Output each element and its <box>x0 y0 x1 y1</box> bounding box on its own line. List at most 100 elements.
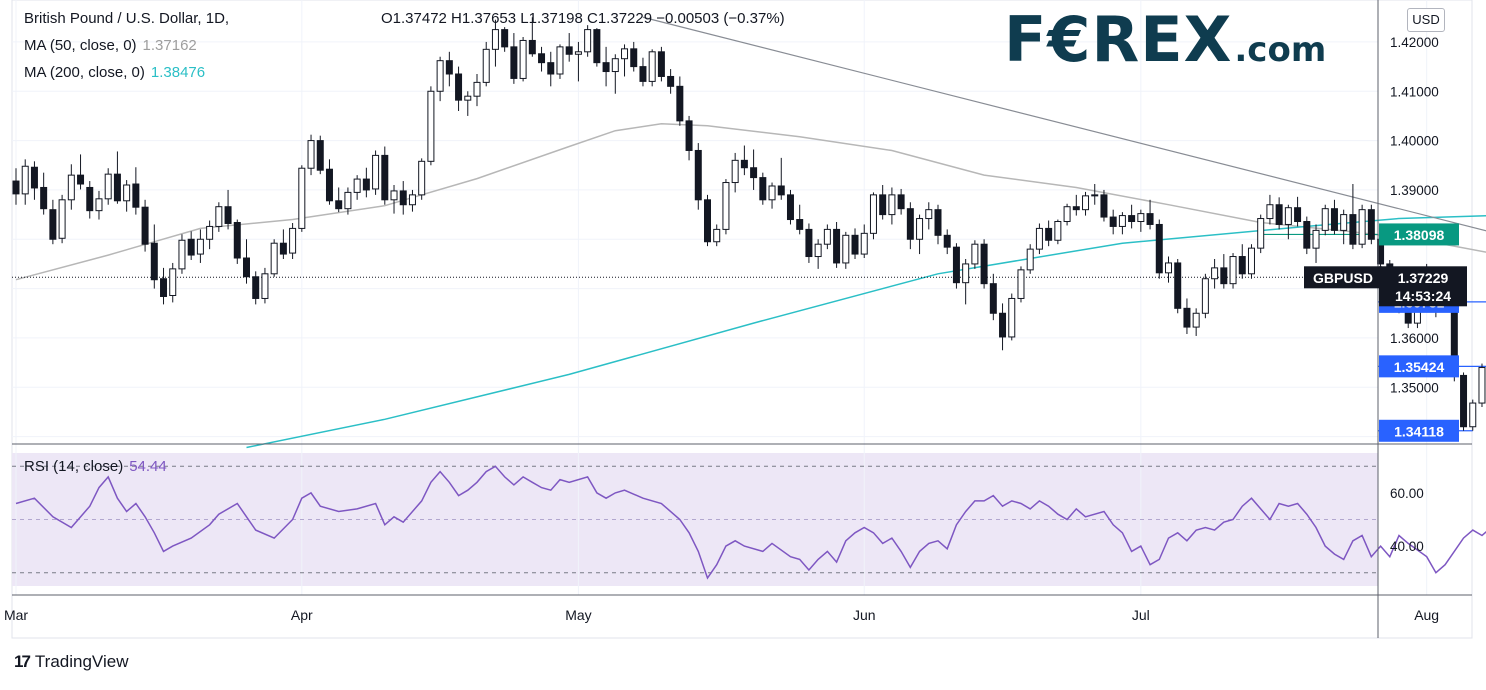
candle-body <box>547 62 555 75</box>
logo-main: F€REX <box>1004 3 1233 76</box>
candle-body <box>1082 195 1090 211</box>
candle-body <box>445 60 453 75</box>
candle-body <box>1340 214 1348 231</box>
candle-body <box>630 48 638 68</box>
candle-body <box>482 48 490 83</box>
candle-body <box>298 167 306 229</box>
time-tick-label: May <box>565 607 591 623</box>
candle-body <box>123 184 131 202</box>
candle-body <box>86 186 94 212</box>
candle-body <box>639 66 647 82</box>
symbol-tag <box>1304 266 1382 289</box>
candle-body <box>1349 214 1357 245</box>
candle-body <box>952 246 960 284</box>
candle-body <box>1017 269 1025 299</box>
price-tick-label: 1.40000 <box>1390 134 1439 149</box>
candle-body <box>897 194 905 210</box>
candle-body <box>989 283 997 314</box>
candle-body <box>943 234 951 248</box>
symbol-tag-label: GBPUSD <box>1313 270 1373 286</box>
candle-body <box>344 191 352 210</box>
candle-body <box>77 174 85 185</box>
candle-body <box>814 243 822 258</box>
level-price-label: 1.35424 <box>1394 359 1445 375</box>
price-tick-label: 1.41000 <box>1390 84 1439 99</box>
candle-body <box>1063 206 1071 223</box>
candle-body <box>648 51 656 82</box>
candle-body <box>1128 215 1136 223</box>
candle-body <box>750 167 758 179</box>
symbol-title[interactable]: British Pound / U.S. Dollar, 1D, <box>24 10 230 27</box>
candle-body <box>1247 247 1255 275</box>
candle-body <box>279 242 287 255</box>
candle-body <box>1091 194 1099 197</box>
candle-body <box>869 194 877 234</box>
candle-body <box>925 209 933 220</box>
candle-body <box>372 154 380 190</box>
candle-body <box>906 208 914 240</box>
ma200-label: MA (200, close, 0) <box>24 64 145 81</box>
candle-body <box>611 58 619 73</box>
tradingview-brand[interactable]: 17 TradingView <box>14 652 128 672</box>
candle-body <box>178 239 186 270</box>
logo-suffix: .com <box>1234 30 1327 70</box>
candle-body <box>916 218 924 240</box>
candle-body <box>694 149 702 201</box>
currency-button[interactable]: USD <box>1407 8 1445 32</box>
candle-body <box>1303 221 1311 249</box>
candle-body <box>584 29 592 53</box>
ma200-legend[interactable]: MA (200, close, 0) 1.38476 <box>24 64 205 81</box>
candle-body <box>538 53 546 64</box>
level-price-tag <box>1379 419 1459 442</box>
rsi-pane <box>12 465 1486 580</box>
candles <box>12 17 1486 431</box>
ma50-value: 1.37162 <box>142 37 197 54</box>
candle-body <box>1284 207 1292 225</box>
candle-body <box>1330 208 1338 231</box>
candle-body <box>805 228 813 258</box>
candle-body <box>104 173 112 200</box>
candle-body <box>1165 262 1172 274</box>
candle-body <box>501 29 509 48</box>
candle-body <box>58 199 66 239</box>
candle-body <box>1174 262 1182 309</box>
candle-body <box>243 257 250 278</box>
candle-body <box>1238 256 1246 275</box>
candle-body <box>233 221 241 259</box>
candle-body <box>1146 213 1154 225</box>
candle-body <box>381 154 389 201</box>
candle-body <box>12 180 20 195</box>
candle-body <box>860 232 868 255</box>
candle-body <box>1211 267 1219 280</box>
candle-body <box>1229 256 1237 285</box>
last-price-tag <box>1379 266 1467 307</box>
ma50-legend[interactable]: MA (50, close, 0) 1.37162 <box>24 37 197 54</box>
time-axis[interactable]: MarAprMayJunJulAugSepOctNov <box>4 607 1486 623</box>
price-axis[interactable]: 1.420001.410001.400001.390001.380001.370… <box>1390 35 1439 554</box>
candle-body <box>1321 208 1329 231</box>
level-price-label: 1.34118 <box>1394 423 1444 439</box>
level-price-tag <box>1379 223 1459 246</box>
candle-body <box>316 140 324 171</box>
candle-body <box>1275 204 1283 225</box>
time-tick-label: Mar <box>4 607 28 623</box>
candle-body <box>67 174 75 201</box>
candle-body <box>1257 218 1265 249</box>
candle-body <box>390 190 398 201</box>
candle-body <box>510 46 518 79</box>
candle-body <box>427 90 435 162</box>
time-tick-label: Apr <box>291 607 313 623</box>
rsi-label: RSI (14, close) <box>24 458 124 475</box>
candle-body <box>565 46 573 55</box>
candle-body <box>519 39 527 79</box>
candle-body <box>685 120 693 151</box>
candle-body <box>1054 221 1062 241</box>
candle-body <box>1183 307 1191 328</box>
candle-body <box>731 159 739 184</box>
candle-body <box>1192 312 1200 328</box>
candle-body <box>1220 267 1228 285</box>
rsi-legend[interactable]: RSI (14, close) 54.44 <box>24 458 167 475</box>
ma50-label: MA (50, close, 0) <box>24 37 137 54</box>
candle-body <box>833 228 841 264</box>
